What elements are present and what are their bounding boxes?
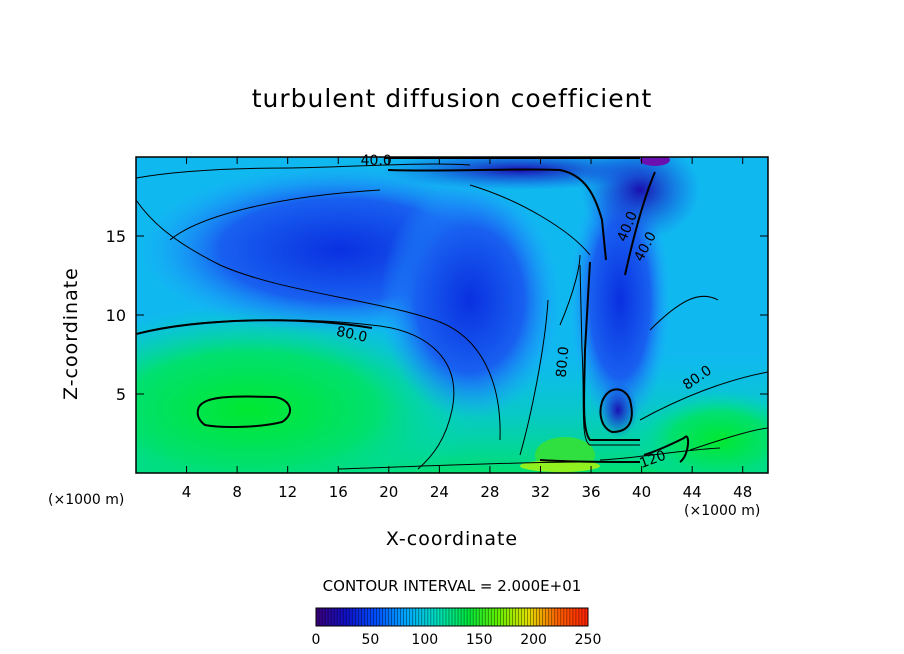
colorbar-tick-label: 100	[411, 632, 438, 648]
colorbar-tick-label: 150	[466, 632, 493, 648]
contour-label: 80.0	[554, 346, 573, 378]
x-tick-label: 48	[733, 483, 752, 501]
contour-interval-note: CONTOUR INTERVAL = 2.000E+01	[322, 577, 582, 595]
contour-label: 80.0	[335, 324, 369, 346]
x-tick-label: 16	[329, 483, 348, 501]
heatmap-field	[136, 157, 768, 473]
chart-title: turbulent diffusion coefficient	[251, 84, 653, 113]
x-axis-ticks: 4 8 12 16 20 24 28 32 36 40 44 48	[182, 157, 752, 501]
x-unit-label-right: (×1000 m)	[684, 503, 761, 519]
x-tick-label: 24	[430, 483, 449, 501]
colorbar-tick-label: 0	[312, 632, 321, 648]
x-tick-label: 40	[632, 483, 651, 501]
x-axis-label: X-coordinate	[385, 528, 519, 550]
x-unit-label-left: (×1000 m)	[48, 492, 125, 508]
x-tick-label: 20	[379, 483, 398, 501]
colorbar: 0 50 100 150 200 250	[312, 607, 602, 648]
y-tick-label: 15	[106, 227, 126, 246]
x-tick-label: 28	[480, 483, 499, 501]
x-tick-label: 36	[581, 483, 600, 501]
x-tick-label: 4	[182, 483, 192, 501]
colorbar-tick-label: 200	[520, 632, 547, 648]
y-axis-ticks: 5 10 15	[106, 227, 768, 404]
colorbar-tick-label: 50	[361, 632, 379, 648]
contour-label: 40.0	[361, 153, 392, 169]
colorbar-tick-label: 250	[575, 632, 602, 648]
x-tick-label: 32	[531, 483, 550, 501]
y-tick-label: 10	[106, 306, 126, 325]
y-tick-label: 5	[116, 385, 126, 404]
x-tick-label: 12	[278, 483, 297, 501]
x-tick-label: 44	[683, 483, 702, 501]
x-tick-label: 8	[232, 483, 242, 501]
colorbar-frame	[315, 607, 589, 627]
